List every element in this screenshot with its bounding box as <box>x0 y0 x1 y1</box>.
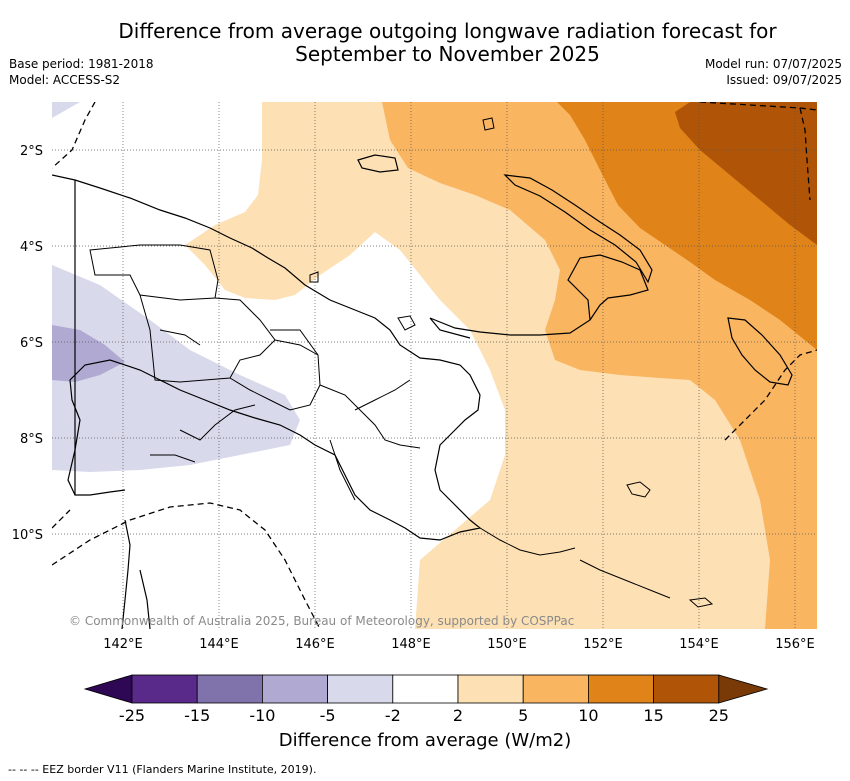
colorbar-label: Difference from average (W/m2) <box>278 730 572 751</box>
lon-label: 156°E <box>775 637 815 652</box>
colorbar-tick-label: -10 <box>249 706 275 725</box>
colorbar-tick-label: 15 <box>643 706 663 725</box>
colorbar-segment <box>131 674 198 704</box>
lon-label: 150°E <box>487 637 527 652</box>
colorbar-segment <box>392 674 459 704</box>
issued-date: Issued: 09/07/2025 <box>726 73 842 87</box>
lon-label: 142°E <box>103 637 143 652</box>
lon-label: 152°E <box>583 637 623 652</box>
colorbar-tick-label: -15 <box>184 706 210 725</box>
island-chain <box>479 527 671 599</box>
colorbar-tick-label: -5 <box>320 706 336 725</box>
small-island <box>397 315 416 331</box>
colorbar <box>83 674 769 704</box>
colorbar-segment <box>196 674 263 704</box>
base-period: Base period: 1981-2018 <box>9 57 154 71</box>
colorbar-ticks: -25 -15 -10 -5 -2 2 5 10 15 25 <box>119 706 729 725</box>
lat-label: 4°S <box>20 240 43 255</box>
lat-label: 2°S <box>20 144 43 159</box>
longitude-labels: 142°E 144°E 146°E 148°E 150°E 152°E 154°… <box>103 637 815 652</box>
graticule <box>52 102 817 629</box>
colorbar-segment <box>457 674 524 704</box>
lat-label: 8°S <box>20 432 43 447</box>
lon-label: 148°E <box>391 637 431 652</box>
anomaly-15-25-zone <box>675 102 817 245</box>
new-ireland-island <box>503 174 653 284</box>
colorbar-arrow-low <box>83 674 133 704</box>
lon-label: 146°E <box>295 637 335 652</box>
page-title: Difference from average outgoing longwav… <box>118 19 777 66</box>
colorbar-segment <box>653 674 720 704</box>
colorbar-segment <box>522 674 589 704</box>
colorbar-tick-label: 25 <box>709 706 729 725</box>
anomaly-neg5-neg2-zone <box>52 265 300 472</box>
colorbar-tick-label: 2 <box>453 706 463 725</box>
map-panel <box>52 102 817 629</box>
colorbar-tick-label: 5 <box>518 706 528 725</box>
small-island <box>482 117 495 131</box>
manus-island <box>357 154 399 173</box>
copyright-notice: © Commonwealth of Australia 2025, Bureau… <box>69 614 575 628</box>
australia-coastline <box>121 519 151 629</box>
colorbar-tick-label: 10 <box>578 706 598 725</box>
model-name: Model: ACCESS-S2 <box>9 73 121 87</box>
colorbar-segment <box>327 674 394 704</box>
lon-label: 154°E <box>679 637 719 652</box>
colorbar-tick-label: -2 <box>385 706 401 725</box>
small-island <box>626 481 651 498</box>
provincial-borders <box>89 244 421 501</box>
lon-label: 144°E <box>199 637 239 652</box>
latitude-labels: 2°S 4°S 6°S 8°S 10°S <box>12 144 43 543</box>
fly-river-coast <box>150 404 256 463</box>
small-island <box>309 271 319 283</box>
model-run: Model run: 07/07/2025 <box>704 57 842 71</box>
anomaly-neg5-neg2-corner <box>52 102 80 118</box>
meta-left: Base period: 1981-2018 Model: ACCESS-S2 <box>9 56 154 88</box>
colorbar-segment <box>261 674 328 704</box>
colorbar-segment <box>588 674 655 704</box>
eez-border <box>52 102 817 629</box>
lat-label: 6°S <box>20 336 43 351</box>
anomaly-neg10-neg5-zone <box>52 325 125 382</box>
colorbar-tick-label: -25 <box>119 706 145 725</box>
bougainville-island <box>727 317 793 386</box>
lat-label: 10°S <box>12 528 43 543</box>
new-guinea-coastline <box>52 174 482 541</box>
new-britain-island <box>429 254 649 339</box>
colorbar-arrow-high <box>718 674 769 704</box>
eez-footnote: -- -- -- EEZ border V11 (Flanders Marine… <box>8 763 317 776</box>
meta-right: Model run: 07/07/2025 Issued: 09/07/2025 <box>705 56 842 88</box>
small-island <box>688 597 714 608</box>
